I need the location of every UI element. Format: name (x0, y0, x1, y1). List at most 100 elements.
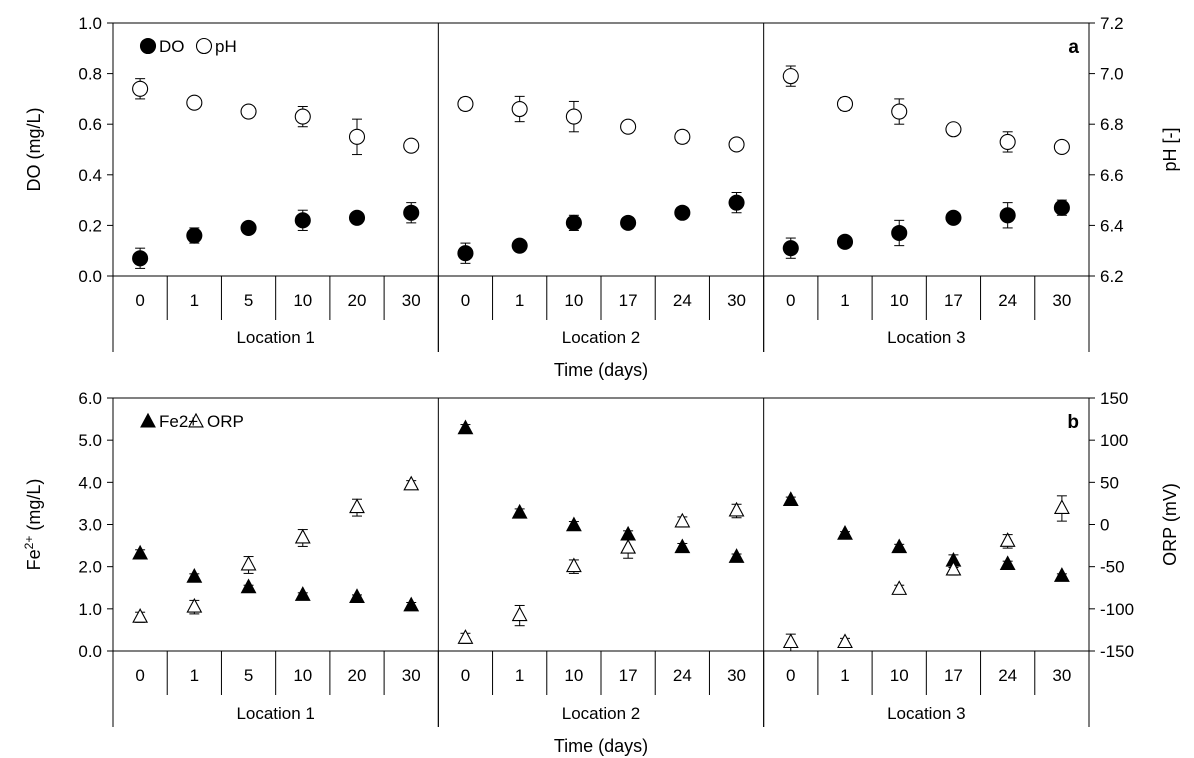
data-point-fe2 (457, 419, 474, 435)
legend-marker-fe (140, 412, 156, 428)
data-point-do (782, 240, 799, 257)
legend-marker-ph (195, 37, 213, 55)
y-left-axis-title-part: (mg/L) (24, 479, 44, 536)
y-left-tick-label: 1.0 (78, 14, 102, 33)
x-tick-label: 10 (890, 666, 909, 685)
y-left-tick-label: 5.0 (78, 431, 102, 450)
x-tick-label: 17 (619, 291, 638, 310)
y-left-axis-title: Fe2+ (mg/L) (22, 479, 44, 571)
data-point-orp (999, 532, 1016, 547)
data-point-orp (457, 629, 474, 644)
y-right-tick-label: 100 (1100, 431, 1128, 450)
x-tick-label: 30 (727, 291, 746, 310)
x-tick-label: 30 (402, 291, 421, 310)
y-right-tick-label: -100 (1100, 600, 1134, 619)
x-tick-label: 0 (461, 291, 470, 310)
data-point-do (186, 227, 203, 244)
data-point-ph (294, 108, 311, 125)
y-right-tick-label: -50 (1100, 558, 1125, 577)
data-point-fe2 (891, 538, 908, 554)
series-ph (132, 65, 1070, 156)
y-left-tick-label: 4.0 (78, 473, 102, 492)
data-point-fe2 (782, 491, 799, 506)
data-point-fe2 (837, 524, 853, 540)
x-tick-label: 20 (348, 291, 367, 310)
data-point-do (945, 209, 962, 226)
data-point-ph (403, 137, 420, 154)
data-point-fe2 (511, 503, 528, 519)
x-tick-label: 10 (564, 291, 583, 310)
x-axis-title: Time (days) (554, 736, 648, 756)
data-point-do (891, 224, 908, 242)
data-point-do (836, 233, 854, 250)
x-tick-label: 17 (619, 666, 638, 685)
data-point-ph (240, 103, 257, 120)
y-left-tick-label: 0.8 (78, 65, 102, 84)
y-left-tick-label: 0.6 (78, 115, 102, 134)
y-left-tick-label: 2.0 (78, 558, 102, 577)
legend-label: DO (159, 37, 185, 56)
panel-label: a (1068, 37, 1079, 58)
y-right-tick-label: 6.4 (1100, 216, 1124, 235)
plot-frame (112, 22, 1090, 277)
location-label: Location 1 (236, 328, 314, 347)
x-tick-label: 1 (190, 666, 199, 685)
data-point-orp (1053, 499, 1070, 514)
data-point-orp (294, 528, 311, 544)
data-point-orp (511, 606, 528, 622)
data-point-fe2 (728, 548, 745, 563)
x-tick-label: 20 (348, 666, 367, 685)
location-label: Location 3 (887, 704, 965, 723)
data-point-ph (457, 95, 474, 113)
data-point-orp (674, 512, 691, 528)
data-point-ph (186, 94, 203, 111)
data-point-ph (945, 121, 962, 138)
y-left-tick-label: 6.0 (78, 389, 102, 408)
y-right-tick-label: 6.2 (1100, 267, 1124, 286)
y-right-axis-title: ORP (mV) (1160, 483, 1180, 566)
x-tick-label: 1 (515, 666, 524, 685)
x-tick-label: 5 (244, 291, 253, 310)
x-tick-label: 1 (190, 291, 199, 310)
x-tick-label: 5 (244, 666, 253, 685)
data-point-orp (132, 608, 149, 623)
data-point-ph (1053, 138, 1070, 156)
legend: DO pH (139, 37, 237, 56)
y-right-tick-label: -150 (1100, 642, 1134, 661)
x-tick-label: 30 (727, 666, 746, 685)
x-tick-label: 30 (1052, 291, 1071, 310)
data-point-orp (349, 498, 365, 514)
y-left-axis-title: DO (mg/L) (24, 107, 44, 191)
data-point-ph (674, 128, 691, 145)
x-axis-title: Time (days) (554, 360, 648, 380)
y-right-tick-label: 6.8 (1100, 115, 1124, 134)
y-left-tick-label: 0.2 (78, 216, 102, 235)
legend-marker-orp (188, 412, 204, 428)
x-tick-label: 1 (515, 291, 524, 310)
data-point-do (565, 214, 582, 231)
data-point-fe2 (132, 544, 149, 560)
y-right-tick-label: 150 (1100, 389, 1128, 408)
x-tick-label: 17 (944, 666, 963, 685)
x-tick-label: 0 (461, 666, 470, 685)
data-point-ph (511, 100, 528, 118)
data-point-fe2 (294, 586, 311, 601)
data-point-orp (565, 557, 582, 573)
data-point-orp (837, 633, 853, 649)
data-point-do (403, 204, 420, 221)
data-point-do (240, 219, 257, 236)
data-point-do (1053, 199, 1070, 216)
y-right-tick-label: 7.2 (1100, 14, 1124, 33)
panel-a: 0.0 0.2 0.4 0.6 0.8 1.0 6.2 6.4 6.6 6.8 7.0 7.2 0 1 5 1… (24, 14, 1180, 380)
legend-label: Fe2+ (159, 412, 198, 431)
x-tick-label: 0 (786, 666, 795, 685)
x-tick-label: 10 (890, 291, 909, 310)
x-tick-label: 10 (293, 291, 312, 310)
data-point-fe2 (403, 596, 420, 612)
x-tick-label: 24 (998, 291, 1017, 310)
x-tick-label: 1 (840, 291, 849, 310)
data-point-orp (403, 475, 420, 491)
x-tick-label: 0 (135, 291, 144, 310)
data-point-do (132, 250, 149, 267)
